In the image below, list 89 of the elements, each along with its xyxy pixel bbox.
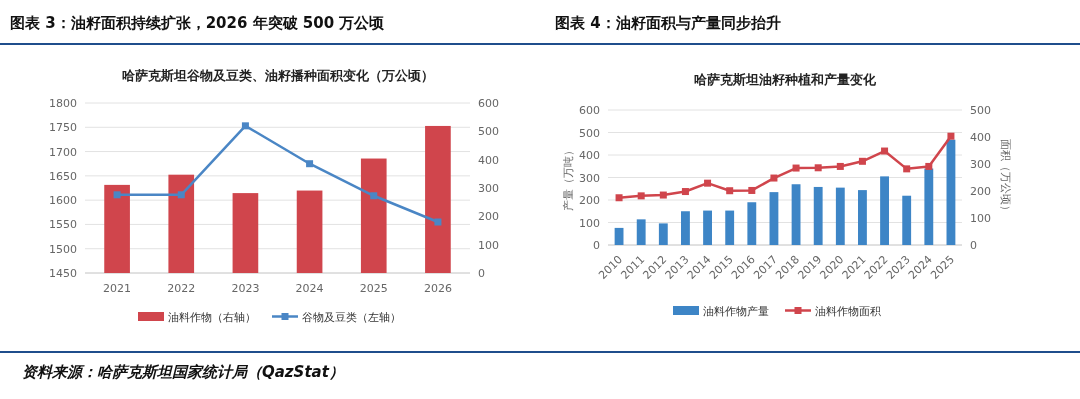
bar [902,195,912,245]
y-tick-label: 500 [579,126,600,140]
y-tick-label: 1500 [49,242,77,256]
x-tick-label: 2024 [295,282,324,295]
bar [725,210,735,245]
bar [425,125,451,273]
bar [791,184,801,245]
point [370,192,378,200]
y-tick-label: 100 [579,216,600,230]
point [792,164,800,172]
x-tick-label: 2021 [103,282,132,295]
bar [946,139,956,245]
bar [747,202,757,245]
point [704,179,712,187]
bar [924,168,934,245]
y2-tick-label: 100 [478,238,499,252]
point [434,218,442,226]
y-tick-label: 400 [579,149,600,162]
y-tick-label: 1700 [49,145,77,159]
point [659,191,667,199]
point [814,164,822,172]
legend-label: 油料作物产量 [703,305,769,318]
y2-tick-label: 200 [478,210,499,224]
bar [813,186,823,245]
x-tick-label: 2025 [359,282,388,295]
point [681,188,689,196]
bar [296,190,323,273]
chart-title: 图表 4：油籽面积与产量同步抬升 [555,14,781,32]
point [947,132,955,140]
bar [703,210,712,245]
y-tick-label: 200 [579,194,600,207]
bar [168,174,195,273]
bar [681,211,690,245]
point [177,191,185,199]
y2-tick-label: 600 [478,97,499,110]
bar [360,158,387,273]
point [858,157,866,165]
chart-subtitle: 哈萨克斯坦油籽种植和产量变化 [694,72,877,87]
y2-tick-label: 300 [970,158,991,171]
legend-label: 油料作物（右轴） [168,311,256,324]
y-tick-label: 600 [579,104,600,117]
y-tick-label: 1450 [49,267,77,280]
point [113,191,121,199]
point [903,165,911,173]
chart-title: 图表 3：油籽面积持续扩张，2026 年突破 500 万公顷 [10,14,385,32]
y2-tick-label: 500 [478,125,499,139]
y2-axis-title: 面积（万公顷） [999,139,1012,216]
legend-label: 油料作物面积 [815,305,881,318]
bar [658,223,668,245]
y-tick-label: 1550 [49,218,77,232]
y2-tick-label: 400 [970,131,991,144]
point [726,187,734,195]
text: 资料来源：哈萨克斯坦国家统计局（QazStat） [22,363,344,381]
y2-tick-label: 200 [970,185,991,198]
bar [636,219,646,245]
bar [104,184,130,273]
point [637,192,645,200]
y2-tick-label: 400 [478,153,499,167]
y-tick-label: 1750 [49,121,77,135]
point [615,194,623,202]
point [306,160,314,168]
point [241,122,249,130]
point [770,174,778,182]
y-tick-label: 1650 [49,169,77,183]
y2-tick-label: 0 [478,267,485,280]
y2-tick-label: 500 [970,104,991,117]
x-tick-label: 2023 [231,282,260,295]
point [836,162,844,170]
point [881,147,889,155]
y2-tick-label: 300 [478,182,499,195]
y-tick-label: 300 [579,171,600,185]
y-axis-title: 产量（万吨） [562,144,575,211]
y-tick-label: 1800 [49,97,77,110]
point [748,186,756,194]
bar [835,187,845,245]
y2-tick-label: 0 [970,239,977,252]
bar [858,190,867,245]
bar [880,176,889,245]
chart-subtitle: 哈萨克斯坦谷物及豆类、油籽播种面积变化（万公顷） [121,68,434,83]
point [925,162,933,170]
x-tick-label: 2022 [167,282,196,295]
y-tick-label: 1600 [49,194,77,208]
y-tick-label: 0 [593,239,600,252]
x-tick-label: 2026 [423,282,452,295]
y2-tick-label: 100 [970,212,991,225]
bar [232,193,259,273]
bar [614,227,624,245]
legend-label: 谷物及豆类（左轴） [302,311,401,324]
bar [769,192,779,245]
